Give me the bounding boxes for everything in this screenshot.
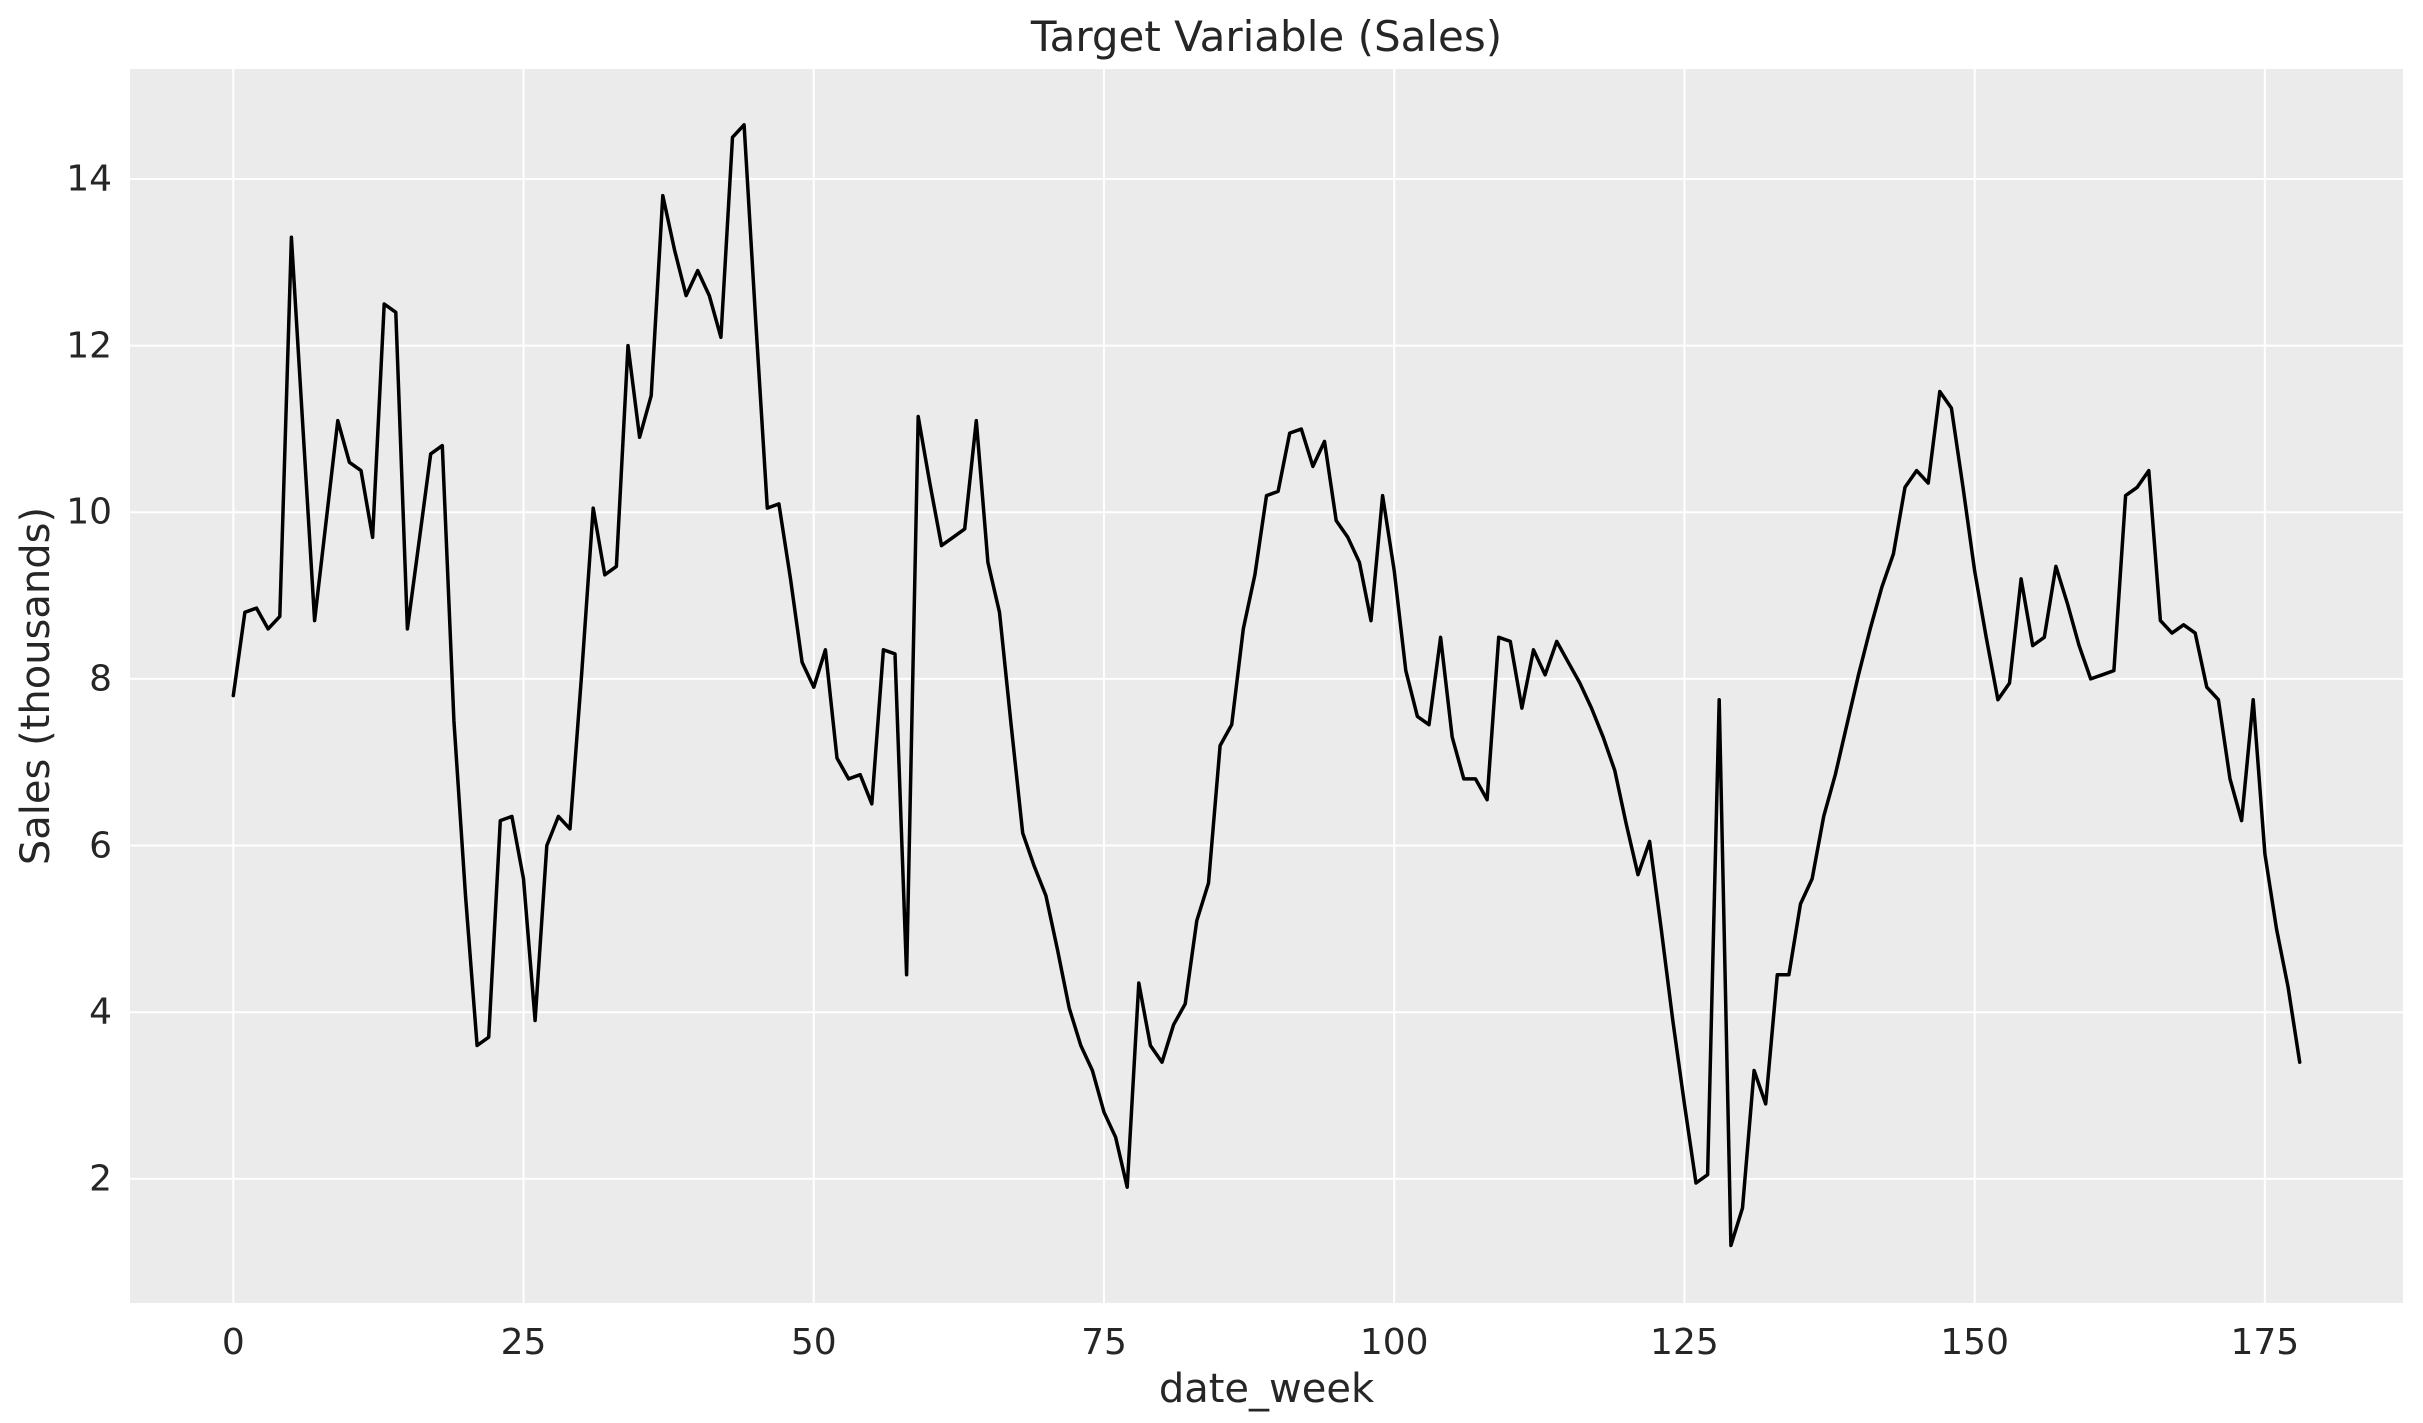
x-tick-label: 150	[1940, 1322, 2009, 1363]
x-tick-label: 175	[2230, 1322, 2300, 1363]
y-tick-label: 14	[66, 158, 112, 200]
y-tick-label: 8	[89, 658, 112, 700]
x-tick-label: 0	[221, 1322, 245, 1363]
x-axis-label: date_week	[1158, 1366, 1375, 1412]
x-tick-label: 125	[1650, 1322, 1719, 1363]
y-tick-label: 4	[89, 991, 112, 1033]
x-tick-label: 100	[1359, 1322, 1429, 1363]
chart-title: Target Variable (Sales)	[1030, 12, 1503, 61]
sales-line	[231, 123, 2302, 1248]
y-tick-label: 12	[66, 325, 112, 367]
plot-area	[130, 69, 2403, 1303]
y-tick-label: 2	[89, 1158, 112, 1200]
y-tick-label: 6	[89, 825, 112, 867]
x-tick-label: 75	[1081, 1322, 1127, 1363]
x-tick-label: 50	[790, 1322, 837, 1363]
x-tick-label: 25	[500, 1322, 547, 1363]
y-tick-label: 10	[66, 491, 112, 533]
